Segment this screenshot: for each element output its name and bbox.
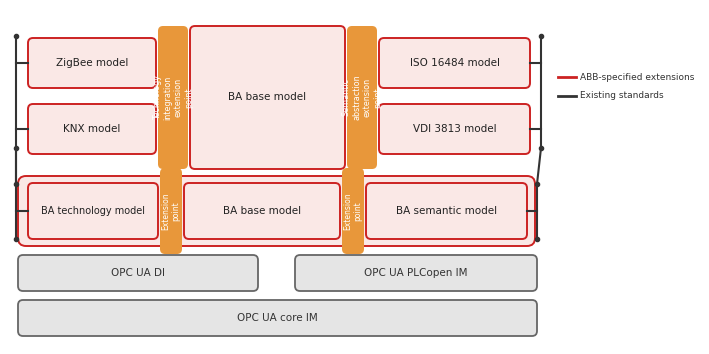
FancyBboxPatch shape (366, 183, 527, 239)
Text: ABB-specified extensions: ABB-specified extensions (580, 73, 694, 81)
Text: KNX model: KNX model (63, 124, 121, 134)
FancyBboxPatch shape (295, 255, 537, 291)
Text: BA base model: BA base model (223, 206, 301, 216)
Text: Existing standards: Existing standards (580, 91, 664, 101)
Text: BA technology model: BA technology model (41, 206, 145, 216)
Text: BA base model: BA base model (228, 92, 306, 103)
FancyBboxPatch shape (18, 176, 535, 246)
Text: ZigBee model: ZigBee model (56, 58, 128, 68)
Text: BA semantic model: BA semantic model (396, 206, 497, 216)
FancyBboxPatch shape (160, 168, 182, 254)
FancyBboxPatch shape (18, 300, 537, 336)
FancyBboxPatch shape (158, 26, 188, 169)
Text: OPC UA DI: OPC UA DI (111, 268, 165, 278)
FancyBboxPatch shape (342, 168, 364, 254)
Text: Semantic
abstraction
extension
point: Semantic abstraction extension point (342, 75, 382, 120)
Text: OPC UA core IM: OPC UA core IM (237, 313, 318, 323)
FancyBboxPatch shape (184, 183, 340, 239)
Text: Extension
point: Extension point (162, 192, 181, 230)
Text: OPC UA PLCopen IM: OPC UA PLCopen IM (364, 268, 468, 278)
FancyBboxPatch shape (28, 104, 156, 154)
FancyBboxPatch shape (379, 104, 530, 154)
FancyBboxPatch shape (28, 38, 156, 88)
Text: VDI 3813 model: VDI 3813 model (413, 124, 496, 134)
FancyBboxPatch shape (28, 183, 158, 239)
FancyBboxPatch shape (18, 255, 258, 291)
Text: Technology
integration
extension
point: Technology integration extension point (153, 75, 193, 120)
FancyBboxPatch shape (379, 38, 530, 88)
FancyBboxPatch shape (190, 26, 345, 169)
Text: Extension
point: Extension point (343, 192, 363, 230)
Text: ISO 16484 model: ISO 16484 model (410, 58, 500, 68)
FancyBboxPatch shape (347, 26, 377, 169)
